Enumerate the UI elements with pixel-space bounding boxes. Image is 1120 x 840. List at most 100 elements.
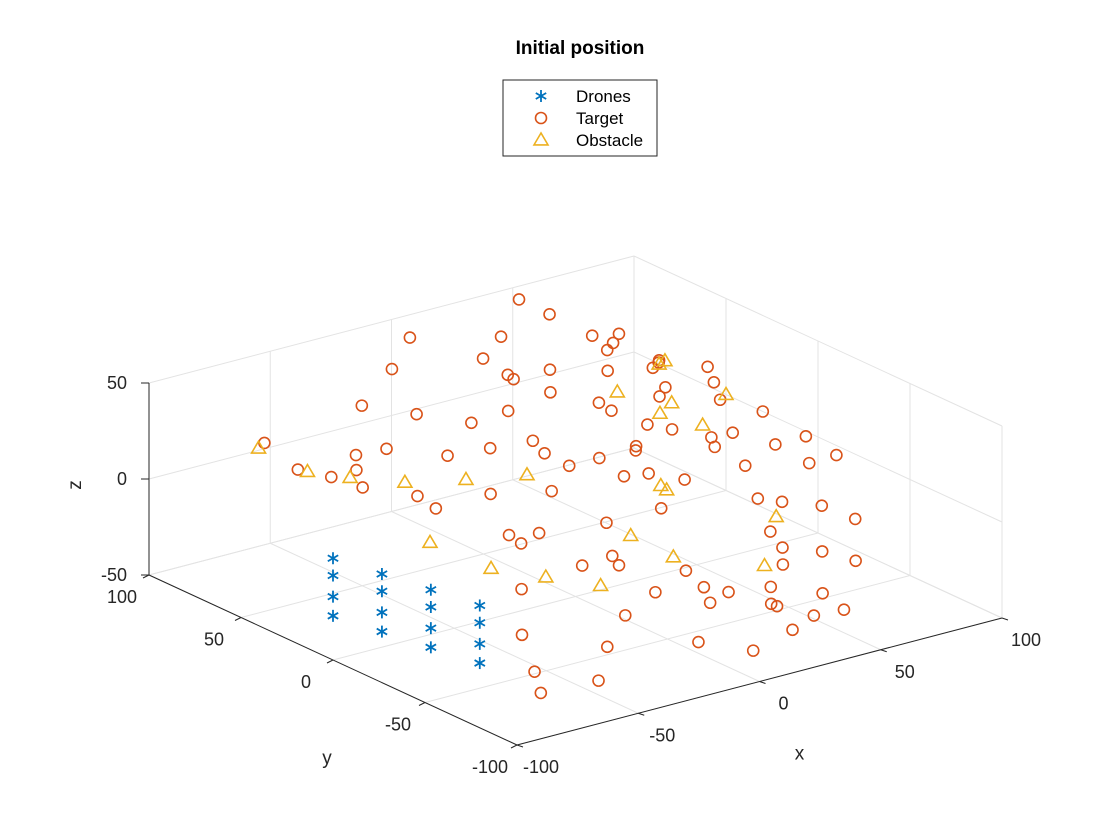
target-point <box>494 330 508 343</box>
target-point <box>659 381 672 394</box>
target-point <box>799 430 813 443</box>
target-point <box>528 665 541 678</box>
target-point <box>562 459 576 473</box>
legend: Drones Target Obstacle <box>502 79 658 157</box>
drones-point <box>474 616 486 629</box>
target-point <box>738 459 752 472</box>
obstacle-point <box>250 439 267 454</box>
obstacle-point <box>396 473 414 489</box>
target-point <box>830 448 843 462</box>
target-point <box>815 499 829 512</box>
drones-point <box>425 583 437 596</box>
target-point <box>538 446 551 460</box>
obstacle-point <box>592 577 609 592</box>
obstacle-point <box>650 355 668 370</box>
legend-marker-triangle <box>532 131 550 146</box>
target-point <box>600 516 613 530</box>
obstacle-point <box>482 559 500 575</box>
target-point <box>776 541 789 554</box>
target-point <box>764 580 778 594</box>
target-point <box>350 463 363 477</box>
obstacle-point <box>756 557 773 572</box>
y-tick-label: 100 <box>107 587 137 607</box>
obstacle-point <box>656 352 674 367</box>
target-point <box>769 438 782 451</box>
target-point <box>380 442 393 456</box>
x-tick <box>880 649 887 653</box>
target-point <box>355 399 369 412</box>
target-point <box>356 481 369 494</box>
x-tick <box>1001 617 1009 621</box>
target-point <box>441 449 454 462</box>
obstacle-point <box>537 568 555 583</box>
target-point <box>515 628 529 642</box>
drones-point <box>327 552 339 565</box>
target-point <box>605 404 618 417</box>
legend-box <box>502 79 658 157</box>
obstacle-point <box>651 404 669 420</box>
target-point <box>764 597 778 611</box>
obstacle-point <box>457 470 475 486</box>
gridline-floor-y <box>240 490 727 618</box>
target-point <box>786 623 799 637</box>
target-point <box>606 336 620 350</box>
target-point <box>483 441 497 455</box>
x-tick-label: 100 <box>1011 630 1041 650</box>
obstacle-point <box>622 527 640 542</box>
target-point <box>764 525 777 538</box>
target-point <box>534 686 548 700</box>
target-point <box>465 416 478 430</box>
drones-point <box>425 622 437 635</box>
target-point <box>726 426 740 440</box>
drones-point <box>376 625 388 638</box>
obstacle-point <box>767 508 785 523</box>
target-point <box>746 644 760 657</box>
obstacle-point <box>421 533 439 549</box>
gridline-sidewall-z <box>633 447 1003 619</box>
target-point <box>837 603 851 617</box>
gridline-backwall-z <box>148 447 635 576</box>
z-tick-label: 50 <box>107 373 127 393</box>
target-point <box>544 386 557 399</box>
target-point <box>649 585 662 599</box>
y-tick <box>418 702 426 706</box>
legend-marker-triangle-icon <box>532 131 550 146</box>
target-point <box>679 564 693 578</box>
y-tick <box>234 617 242 621</box>
obstacle-point <box>664 548 682 563</box>
x-tick <box>759 681 766 684</box>
target-point <box>600 640 614 654</box>
legend-item-drones: Drones <box>535 87 631 106</box>
grid-layer <box>148 255 1003 746</box>
target-point <box>849 554 862 568</box>
y-tick-label: -50 <box>385 715 411 735</box>
x-tick-label: 0 <box>778 694 788 714</box>
gridline-floor-y <box>332 532 819 661</box>
target-point <box>770 599 784 613</box>
target-point <box>476 352 490 365</box>
y-tick-label: -100 <box>472 757 508 777</box>
target-point <box>585 329 599 343</box>
target-point <box>515 582 528 596</box>
x-tick-label: 50 <box>895 662 915 682</box>
target-point <box>501 404 515 418</box>
obstacle-point <box>694 416 711 431</box>
target-point <box>776 558 790 571</box>
drones-point <box>376 606 388 619</box>
target-point <box>751 492 765 505</box>
target-point <box>532 526 546 540</box>
target-point <box>654 501 668 515</box>
target-point <box>349 448 363 462</box>
target-point <box>592 674 605 687</box>
target-point <box>807 609 821 622</box>
target-point <box>543 363 557 376</box>
target-point <box>484 487 497 501</box>
target-point <box>324 470 338 484</box>
points-layer <box>250 293 862 700</box>
obstacle-point <box>608 383 626 398</box>
target-point <box>642 467 655 480</box>
obstacle-point <box>717 385 735 401</box>
drones-point <box>327 609 339 622</box>
target-point <box>692 635 705 649</box>
target-point <box>848 512 862 526</box>
